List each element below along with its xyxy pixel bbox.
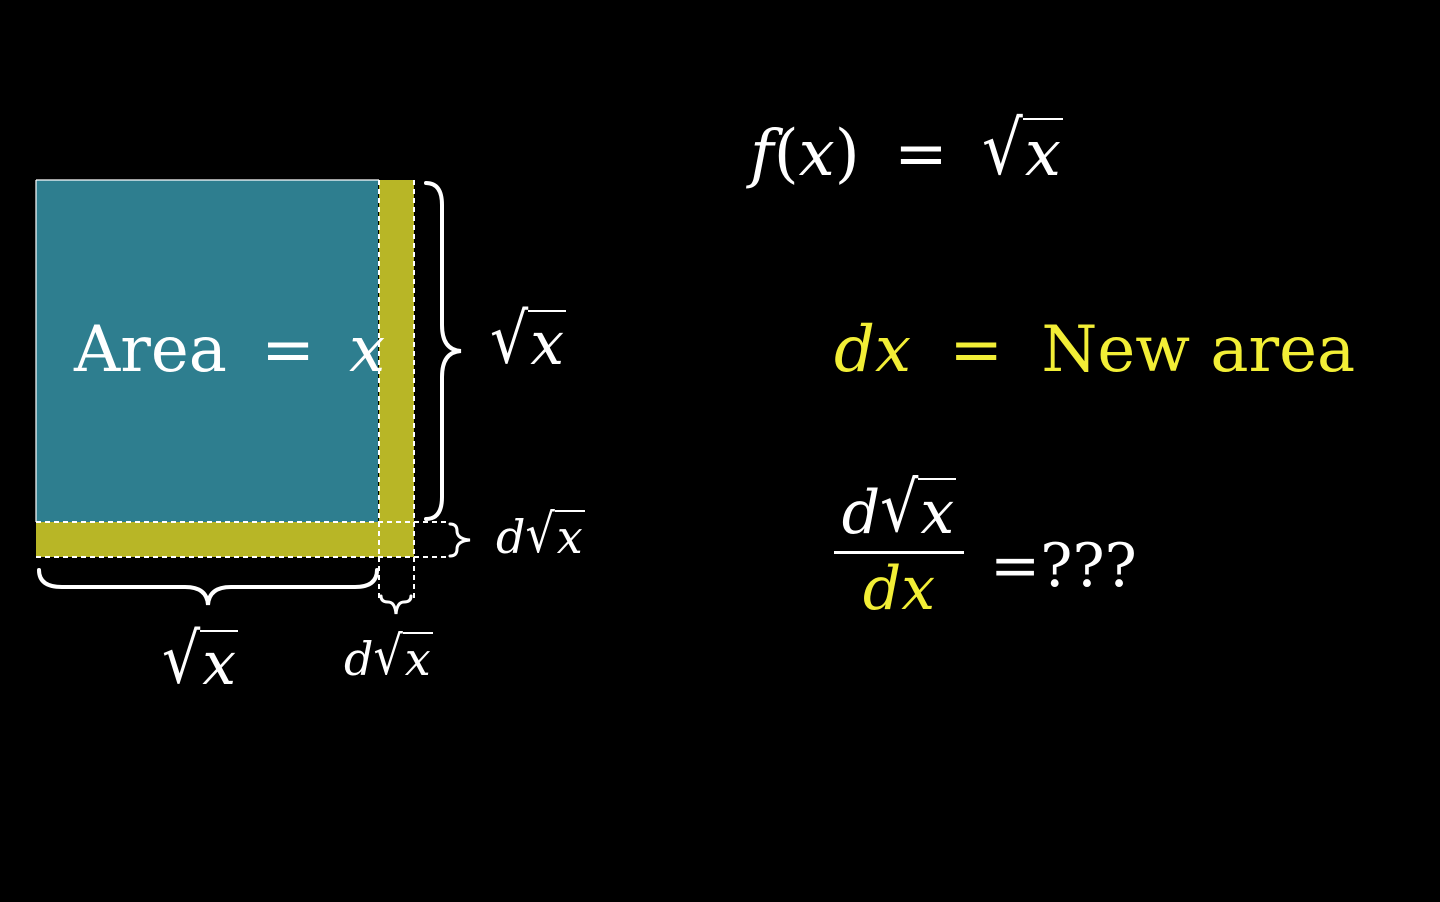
derivative-num-radicand: x <box>918 478 957 548</box>
right-side-radical: √ <box>490 299 529 380</box>
right-strip-brace <box>448 522 471 558</box>
area-word: Area <box>74 313 227 387</box>
area-variable: x <box>349 313 386 387</box>
fn-open-paren: ( <box>773 117 799 191</box>
fn-f: f <box>750 117 774 191</box>
bottom-side-brace <box>37 568 379 606</box>
right-side-label: √ x <box>490 305 567 379</box>
bottom-strip-brace <box>379 594 413 615</box>
new-area-equals: = <box>949 313 1004 387</box>
area-square <box>36 180 378 522</box>
fn-close-paren: ) <box>834 117 860 191</box>
bottom-strip-radicand: x <box>402 632 433 686</box>
new-area-equation: dx = New area <box>834 318 1355 382</box>
derivative-rhs: =??? <box>990 531 1137 601</box>
derivative-num-d: d <box>841 478 881 548</box>
right-side-brace <box>424 181 462 521</box>
right-strip-radicand: x <box>554 510 585 564</box>
bottom-strip-radical: √ <box>373 624 403 687</box>
fraction-bar <box>834 551 964 554</box>
derivative-numerator: d √ x <box>841 472 957 548</box>
area-label: Area = x <box>74 318 385 382</box>
function-definition: f(x) = √ x <box>750 112 1063 191</box>
dashed-outlines <box>36 180 450 600</box>
fn-x: x <box>798 117 835 191</box>
right-strip-d: d <box>496 510 526 564</box>
new-area-dx: dx <box>834 313 912 387</box>
fn-radical: √ <box>982 106 1023 192</box>
bottom-strip <box>36 522 414 557</box>
bottom-strip-label: d √ x <box>344 624 433 687</box>
area-equals: = <box>261 313 315 387</box>
new-area-text: New area <box>1041 313 1356 387</box>
derivative-denominator: dx <box>862 554 936 624</box>
fn-equals: = <box>894 117 948 191</box>
right-strip <box>379 180 414 557</box>
bottom-side-radicand: x <box>200 629 239 699</box>
bottom-side-radical: √ <box>162 619 201 700</box>
fn-radicand: x <box>1022 117 1063 191</box>
bottom-strip-d: d <box>344 632 374 686</box>
bottom-side-label: √ x <box>162 625 239 699</box>
derivative-fraction: d √ x dx <box>834 472 964 624</box>
derivative-num-radical: √ <box>880 467 919 549</box>
right-strip-radical: √ <box>525 502 555 565</box>
right-side-radicand: x <box>528 309 567 379</box>
right-strip-label: d √ x <box>496 502 585 565</box>
